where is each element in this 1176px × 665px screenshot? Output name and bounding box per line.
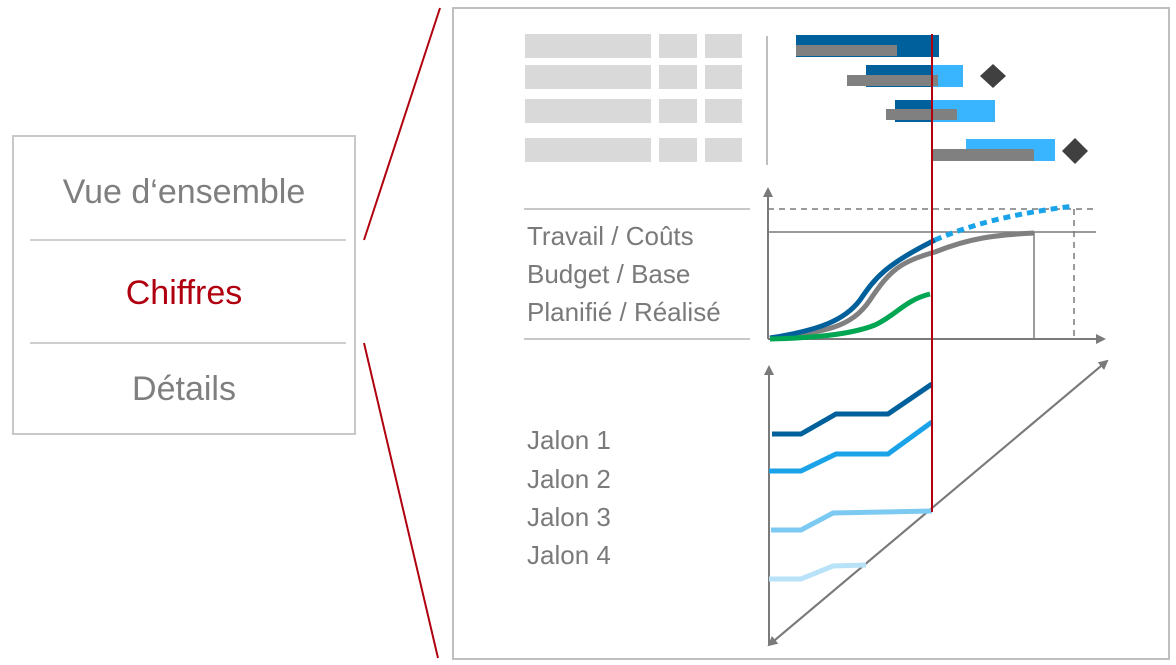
curve-label: Budget / Base — [527, 259, 690, 289]
placeholder-cell — [659, 34, 697, 58]
zoom-connector-line — [363, 7, 441, 241]
nav-item-details[interactable]: Détails — [132, 370, 236, 408]
placeholder-cell — [705, 65, 742, 89]
milestone-trend-line-4 — [769, 562, 867, 582]
placeholder-cell — [525, 138, 651, 162]
navigation-panel: Vue d‘ensemble Chiffres Détails — [12, 135, 356, 435]
placeholder-cell — [705, 138, 742, 162]
gantt-bar-gray — [847, 75, 938, 86]
curve-label: Travail / Coûts — [527, 221, 694, 251]
placeholder-cell — [705, 99, 742, 123]
placeholder-cell — [659, 138, 697, 162]
milestone-label: Jalon 1 — [527, 425, 611, 455]
curves-section: Travail / Coûts Budget / Base Planifié /… — [524, 187, 1106, 344]
forecast-curve — [934, 203, 1075, 243]
earned-value-curve — [769, 291, 931, 342]
nav-divider — [30, 239, 346, 241]
milestone-trend-line-2 — [769, 419, 934, 474]
gantt-placeholder-rows — [525, 34, 742, 162]
milestone-diamond-icon — [1062, 138, 1088, 164]
milestone-label: Jalon 3 — [527, 502, 611, 532]
milestone-section: Jalon 1 Jalon 2 Jalon 3 Jalon 4 — [527, 359, 1109, 647]
milestone-trend-line-3 — [771, 508, 933, 533]
placeholder-cell — [525, 34, 651, 58]
mta-diagonal-axis — [767, 360, 1108, 647]
nav-item-overview[interactable]: Vue d‘ensemble — [62, 173, 306, 211]
placeholder-cell — [705, 34, 742, 58]
milestone-label: Jalon 2 — [527, 464, 611, 494]
actual-cost-curve — [769, 237, 937, 341]
zoom-connector-line — [363, 342, 439, 659]
placeholder-cell — [659, 99, 697, 123]
gantt-section — [525, 34, 1088, 165]
nav-divider — [30, 342, 346, 344]
placeholder-cell — [659, 65, 697, 89]
placeholder-cell — [525, 99, 651, 123]
gantt-bar-gray — [932, 149, 1034, 161]
baseline-curve — [769, 230, 1035, 341]
gantt-bar-gray — [886, 109, 957, 120]
gantt-bar-gray — [796, 45, 897, 56]
curve-label: Planifié / Réalisé — [527, 297, 721, 327]
milestone-trend-line-1 — [772, 381, 934, 437]
milestone-label: Jalon 4 — [527, 540, 611, 570]
milestone-diamond-icon — [980, 64, 1006, 88]
detail-frame — [452, 7, 1170, 660]
nav-item-figures[interactable]: Chiffres — [125, 274, 243, 312]
placeholder-cell — [525, 65, 651, 89]
